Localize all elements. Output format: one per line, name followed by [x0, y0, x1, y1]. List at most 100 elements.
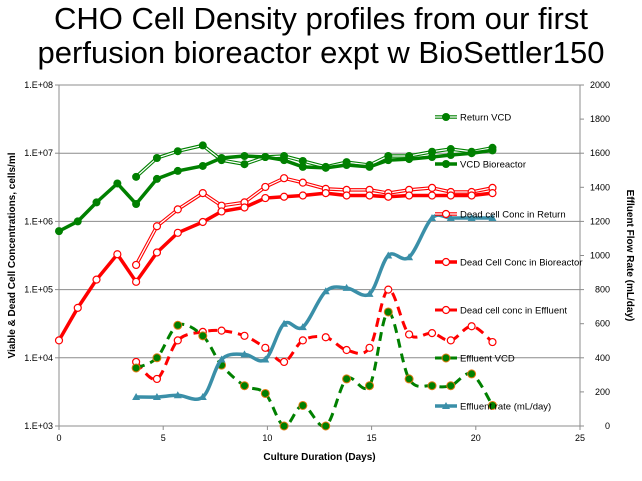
- y2-tick-label: 200: [595, 387, 610, 397]
- data-point: [428, 152, 437, 161]
- data-point: [298, 191, 307, 200]
- legend-marker: [441, 257, 451, 267]
- data-point: [365, 343, 374, 352]
- data-point: [427, 381, 437, 391]
- x-axis-title: Culture Duration (Days): [263, 452, 375, 463]
- data-point: [92, 198, 101, 207]
- data-point: [365, 381, 375, 391]
- data-point: [487, 400, 497, 410]
- x-tick-label: 0: [56, 433, 61, 443]
- data-point: [54, 336, 64, 345]
- data-point: [298, 323, 307, 331]
- y2-tick-label: 1200: [590, 216, 610, 226]
- legend-label: Return VCD: [460, 113, 511, 124]
- data-point: [427, 191, 437, 200]
- x-tick-label: 10: [262, 433, 272, 443]
- data-point: [488, 337, 497, 347]
- y-tick-label: 1.E+04: [24, 353, 53, 363]
- data-point: [73, 303, 82, 312]
- legend-item: Dead cell conc in Effluent: [435, 306, 567, 317]
- data-point: [260, 388, 270, 398]
- series-line: [57, 191, 493, 342]
- data-point: [488, 213, 497, 221]
- data-point: [173, 228, 182, 237]
- data-point: [152, 353, 162, 363]
- legend-marker: [442, 113, 450, 121]
- data-point: [427, 329, 437, 338]
- data-point: [405, 330, 414, 339]
- data-point: [321, 421, 331, 431]
- series-line: [136, 213, 493, 402]
- data-point: [342, 345, 351, 355]
- data-point: [113, 179, 122, 188]
- data-point: [279, 357, 289, 367]
- y-tick-label: 1.E+08: [24, 80, 53, 90]
- data-point: [467, 369, 477, 379]
- legend-item: Effluent VCD: [435, 353, 515, 365]
- data-point: [446, 213, 455, 221]
- legend-item: VCD Bioreactor: [435, 160, 526, 171]
- data-point: [152, 174, 161, 183]
- data-point: [173, 147, 182, 156]
- data-point: [261, 355, 270, 363]
- y2-tick-label: 1600: [590, 148, 610, 158]
- data-point: [428, 213, 437, 221]
- data-point: [342, 161, 351, 170]
- data-point: [55, 227, 63, 236]
- data-point: [198, 161, 207, 170]
- data-point: [240, 151, 249, 160]
- data-point: [404, 374, 414, 384]
- data-point: [321, 163, 330, 172]
- data-point: [446, 381, 456, 391]
- data-point: [240, 331, 249, 340]
- data-point: [173, 391, 182, 399]
- legend-marker: [442, 160, 450, 168]
- data-point: [280, 156, 289, 165]
- data-point: [198, 331, 208, 341]
- data-point: [217, 326, 226, 335]
- data-point: [279, 192, 289, 201]
- data-point: [321, 287, 330, 295]
- x-tick-label: 15: [367, 433, 377, 443]
- x-tick-label: 20: [471, 433, 481, 443]
- data-point: [73, 217, 82, 226]
- data-point: [488, 146, 497, 155]
- data-point: [384, 156, 393, 165]
- data-point: [261, 182, 270, 192]
- data-point: [365, 191, 374, 200]
- data-point: [173, 320, 183, 330]
- data-point: [298, 400, 308, 410]
- y-axis-title: Viable & Dead Cell Concentrations, cells…: [7, 152, 18, 358]
- data-point: [467, 213, 476, 221]
- data-point: [113, 250, 122, 259]
- data-point: [131, 363, 141, 373]
- data-point: [321, 333, 330, 342]
- data-point: [239, 381, 249, 391]
- data-point: [321, 188, 330, 198]
- y2-tick-label: 1800: [590, 114, 610, 124]
- data-point: [261, 152, 270, 161]
- data-point: [261, 343, 270, 352]
- y2-tick-label: 0: [605, 421, 610, 431]
- data-point: [467, 322, 476, 331]
- legend-marker: [441, 305, 451, 315]
- data-point: [132, 393, 141, 401]
- data-point: [342, 283, 351, 291]
- series-line: [58, 148, 493, 233]
- series-vcd-bioreactor: [55, 146, 497, 236]
- y2-tick-label: 600: [595, 319, 610, 329]
- data-point: [383, 307, 393, 317]
- data-point: [92, 275, 101, 284]
- data-point: [467, 191, 476, 200]
- legend-marker: [442, 402, 450, 409]
- data-point: [342, 374, 352, 384]
- data-point: [365, 162, 374, 171]
- data-point: [280, 319, 289, 327]
- data-point: [298, 162, 307, 171]
- data-point: [405, 155, 414, 164]
- legend-label: VCD Bioreactor: [460, 160, 526, 171]
- x-tick-label: 25: [575, 433, 585, 443]
- legend-label: Effluent rate (mL/day): [460, 402, 551, 413]
- data-point: [384, 192, 393, 201]
